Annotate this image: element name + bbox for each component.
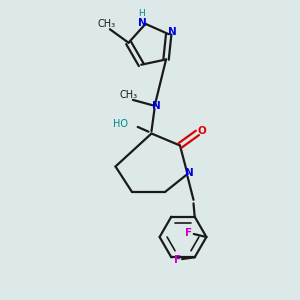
Text: N: N	[137, 18, 146, 28]
Text: N: N	[185, 168, 194, 178]
Text: O: O	[197, 126, 206, 136]
Text: F: F	[174, 255, 181, 265]
Text: N: N	[168, 27, 177, 37]
Text: CH₃: CH₃	[119, 89, 137, 100]
Text: H: H	[139, 9, 145, 18]
Text: CH₃: CH₃	[97, 19, 116, 29]
Text: N: N	[152, 101, 161, 111]
Text: F: F	[185, 228, 193, 239]
Text: HO: HO	[113, 119, 128, 129]
